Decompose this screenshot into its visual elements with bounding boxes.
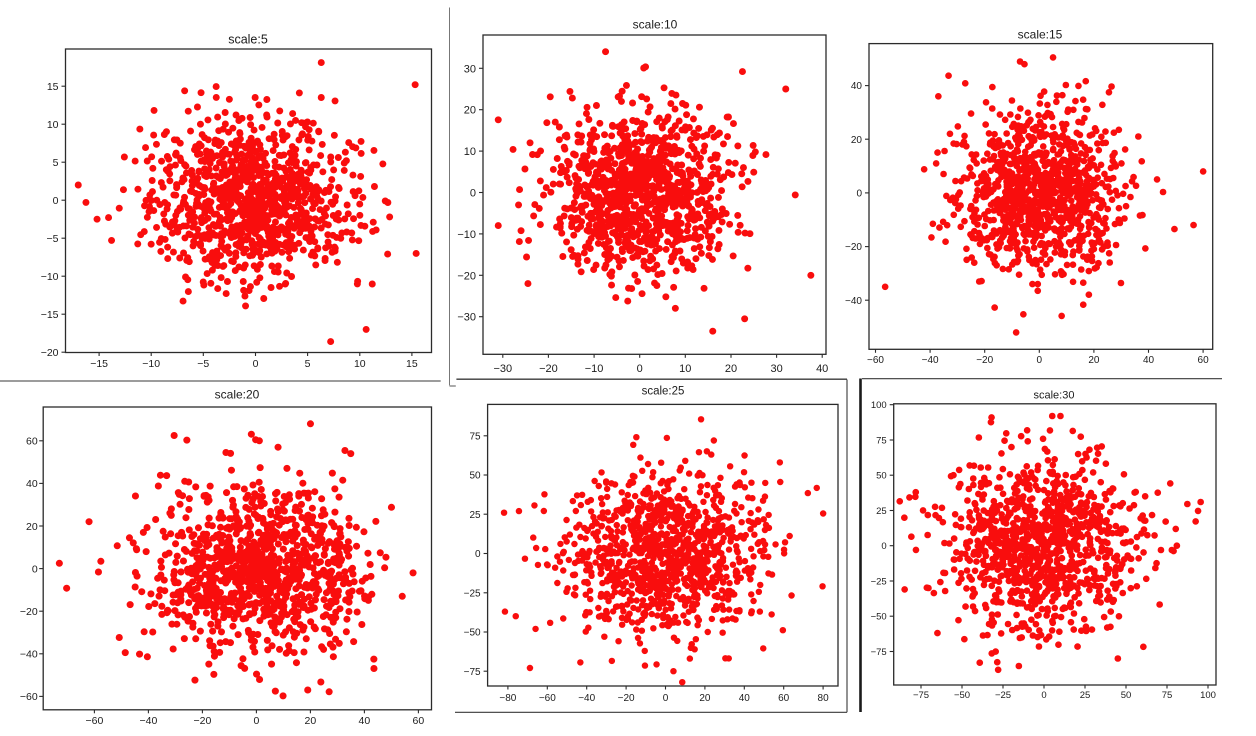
svg-text:60: 60 bbox=[1198, 355, 1210, 366]
svg-text:−10: −10 bbox=[585, 363, 604, 375]
svg-text:scale:10: scale:10 bbox=[633, 18, 678, 32]
svg-text:5: 5 bbox=[53, 157, 59, 169]
svg-text:75: 75 bbox=[876, 435, 887, 446]
svg-text:60: 60 bbox=[778, 693, 790, 704]
svg-text:−40: −40 bbox=[139, 715, 157, 727]
svg-text:−50: −50 bbox=[464, 628, 481, 639]
svg-text:−50: −50 bbox=[871, 612, 887, 623]
svg-text:scale:20: scale:20 bbox=[215, 388, 260, 402]
svg-text:scale:5: scale:5 bbox=[228, 33, 268, 47]
svg-text:0: 0 bbox=[253, 715, 259, 727]
svg-text:−20: −20 bbox=[41, 347, 59, 359]
svg-text:40: 40 bbox=[851, 81, 863, 92]
svg-text:40: 40 bbox=[816, 363, 828, 375]
svg-text:20: 20 bbox=[26, 521, 38, 533]
svg-text:scale:15: scale:15 bbox=[1018, 28, 1063, 42]
svg-text:−75: −75 bbox=[464, 667, 481, 678]
svg-text:−25: −25 bbox=[464, 588, 481, 599]
svg-text:20: 20 bbox=[699, 693, 711, 704]
svg-text:−5: −5 bbox=[47, 233, 59, 245]
svg-text:−20: −20 bbox=[845, 242, 862, 253]
svg-text:0: 0 bbox=[1037, 355, 1043, 366]
svg-text:60: 60 bbox=[413, 715, 425, 727]
svg-text:−30: −30 bbox=[493, 363, 512, 375]
svg-text:−10: −10 bbox=[142, 358, 160, 370]
svg-text:75: 75 bbox=[1162, 690, 1173, 701]
svg-text:0: 0 bbox=[856, 189, 862, 200]
svg-text:−10: −10 bbox=[457, 229, 476, 241]
svg-text:−15: −15 bbox=[90, 358, 108, 370]
svg-text:−5: −5 bbox=[197, 358, 209, 370]
svg-text:25: 25 bbox=[469, 510, 481, 521]
svg-text:−20: −20 bbox=[618, 693, 635, 704]
svg-text:−25: −25 bbox=[871, 576, 887, 587]
svg-text:20: 20 bbox=[851, 135, 863, 146]
svg-text:20: 20 bbox=[1088, 355, 1100, 366]
svg-text:20: 20 bbox=[725, 363, 737, 375]
svg-text:−40: −40 bbox=[845, 296, 862, 307]
svg-text:0: 0 bbox=[637, 363, 643, 375]
svg-text:100: 100 bbox=[1200, 690, 1216, 701]
svg-text:40: 40 bbox=[1143, 355, 1155, 366]
svg-text:−75: −75 bbox=[913, 690, 929, 701]
svg-text:20: 20 bbox=[305, 715, 317, 727]
svg-text:−60: −60 bbox=[539, 693, 556, 704]
svg-text:15: 15 bbox=[47, 81, 59, 93]
svg-text:−40: −40 bbox=[578, 693, 595, 704]
svg-text:−75: −75 bbox=[871, 647, 887, 658]
svg-text:−40: −40 bbox=[20, 649, 38, 661]
svg-text:100: 100 bbox=[871, 400, 887, 411]
svg-text:60: 60 bbox=[26, 436, 38, 448]
svg-text:0: 0 bbox=[253, 358, 259, 370]
svg-text:50: 50 bbox=[876, 471, 887, 482]
svg-text:50: 50 bbox=[469, 471, 481, 482]
svg-text:30: 30 bbox=[464, 63, 476, 75]
svg-text:50: 50 bbox=[1121, 690, 1132, 701]
svg-text:scale:30: scale:30 bbox=[1034, 390, 1075, 402]
svg-text:20: 20 bbox=[464, 105, 476, 117]
svg-text:0: 0 bbox=[1041, 690, 1046, 701]
svg-text:30: 30 bbox=[770, 363, 782, 375]
svg-text:−50: −50 bbox=[954, 690, 970, 701]
svg-text:10: 10 bbox=[354, 358, 366, 370]
svg-text:10: 10 bbox=[464, 146, 476, 158]
svg-text:0: 0 bbox=[475, 549, 481, 560]
svg-text:15: 15 bbox=[406, 358, 418, 370]
svg-text:0: 0 bbox=[881, 541, 886, 552]
svg-text:−30: −30 bbox=[457, 312, 476, 324]
svg-text:−10: −10 bbox=[41, 271, 59, 283]
svg-text:−25: −25 bbox=[995, 690, 1011, 701]
svg-text:−20: −20 bbox=[193, 715, 211, 727]
svg-text:−60: −60 bbox=[867, 355, 884, 366]
svg-text:40: 40 bbox=[359, 715, 371, 727]
svg-text:−60: −60 bbox=[20, 691, 38, 703]
svg-text:−20: −20 bbox=[457, 270, 476, 282]
svg-text:−20: −20 bbox=[539, 363, 558, 375]
svg-text:10: 10 bbox=[47, 119, 59, 131]
svg-text:40: 40 bbox=[739, 693, 751, 704]
svg-text:10: 10 bbox=[679, 363, 691, 375]
svg-text:75: 75 bbox=[469, 431, 481, 442]
svg-text:40: 40 bbox=[26, 478, 38, 490]
svg-text:−15: −15 bbox=[41, 309, 59, 321]
svg-text:scale:25: scale:25 bbox=[642, 386, 685, 398]
svg-text:0: 0 bbox=[53, 195, 59, 207]
svg-text:−60: −60 bbox=[85, 715, 103, 727]
svg-text:0: 0 bbox=[663, 693, 669, 704]
svg-text:−20: −20 bbox=[20, 606, 38, 618]
svg-text:−40: −40 bbox=[922, 355, 939, 366]
svg-text:−80: −80 bbox=[499, 693, 516, 704]
svg-text:0: 0 bbox=[32, 563, 38, 575]
svg-text:5: 5 bbox=[305, 358, 311, 370]
svg-text:25: 25 bbox=[1080, 690, 1091, 701]
svg-text:25: 25 bbox=[876, 506, 887, 517]
svg-text:−20: −20 bbox=[976, 355, 993, 366]
svg-text:0: 0 bbox=[470, 188, 476, 200]
svg-text:80: 80 bbox=[818, 693, 830, 704]
